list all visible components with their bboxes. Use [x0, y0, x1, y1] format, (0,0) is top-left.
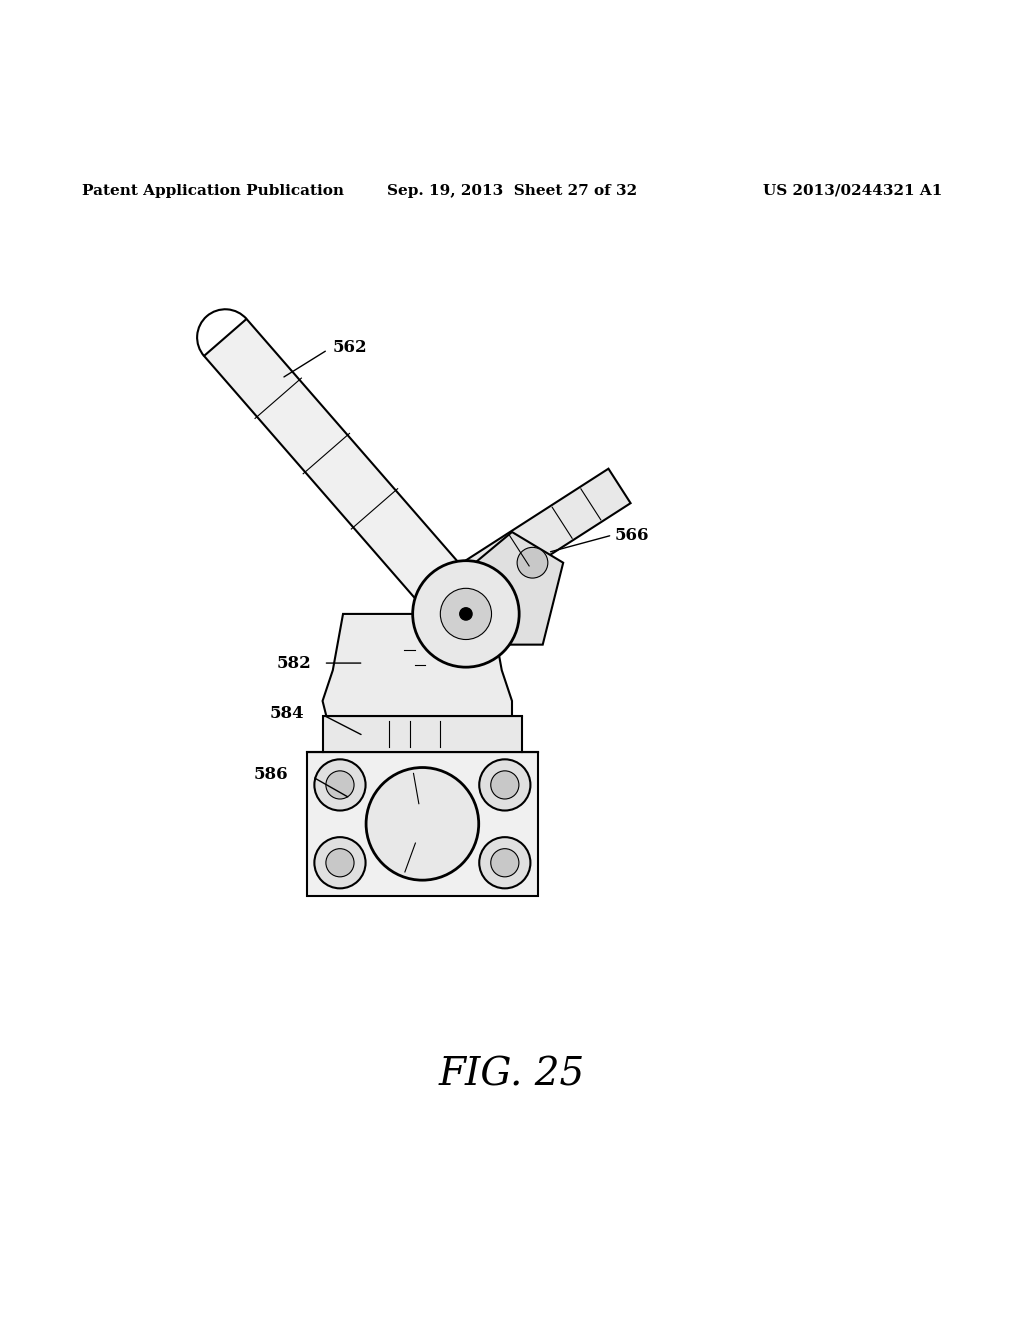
Circle shape	[490, 849, 519, 876]
Text: FIG. 25: FIG. 25	[439, 1056, 585, 1093]
Bar	[307, 752, 538, 895]
Polygon shape	[465, 469, 631, 595]
Polygon shape	[451, 532, 563, 644]
Circle shape	[479, 759, 530, 810]
Circle shape	[314, 837, 366, 888]
Text: 566: 566	[614, 527, 649, 544]
Text: 562: 562	[333, 339, 368, 356]
Text: Sep. 19, 2013  Sheet 27 of 32: Sep. 19, 2013 Sheet 27 of 32	[387, 183, 637, 198]
Text: 582: 582	[276, 655, 311, 672]
Text: 584: 584	[269, 705, 304, 722]
Circle shape	[440, 589, 492, 639]
Circle shape	[517, 548, 548, 578]
Circle shape	[490, 771, 519, 799]
Text: Patent Application Publication: Patent Application Publication	[82, 183, 344, 198]
Text: US 2013/0244321 A1: US 2013/0244321 A1	[763, 183, 942, 198]
Circle shape	[326, 849, 354, 876]
Circle shape	[326, 771, 354, 799]
Text: 586: 586	[254, 766, 289, 783]
Circle shape	[479, 837, 530, 888]
Circle shape	[314, 759, 366, 810]
Bar	[323, 717, 522, 752]
Circle shape	[460, 607, 472, 620]
Circle shape	[367, 767, 479, 880]
Polygon shape	[323, 614, 512, 722]
Circle shape	[413, 561, 519, 667]
Polygon shape	[204, 319, 487, 632]
